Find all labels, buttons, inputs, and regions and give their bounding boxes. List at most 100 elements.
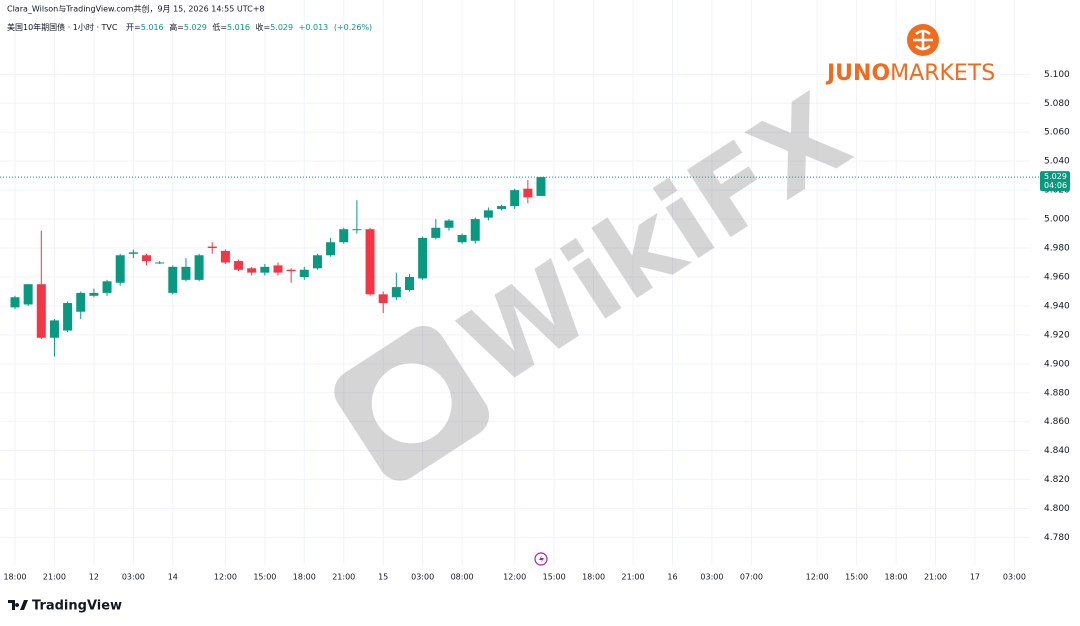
x-tick-label: 14: [168, 573, 178, 582]
x-tick-label: 15:00: [543, 573, 566, 582]
y-tick-label: 4.860: [1044, 417, 1070, 427]
candle-body: [497, 206, 507, 209]
candle-body: [63, 303, 73, 331]
y-tick-label: 4.840: [1044, 446, 1070, 456]
y-tick-label: 4.800: [1044, 504, 1070, 514]
candle-body: [142, 255, 151, 262]
x-tick-label: 03:00: [700, 573, 723, 582]
candle-body: [76, 292, 86, 312]
low-value: 5.016: [227, 23, 250, 32]
last-price-tag: [1040, 171, 1070, 192]
open-label: 开=: [126, 23, 141, 32]
x-tick-label: 08:00: [451, 573, 474, 582]
grid: [0, 0, 1030, 565]
y-tick-label: 5.060: [1044, 128, 1070, 138]
candle-body: [168, 266, 178, 293]
brand-logo: JUNOMARKETS: [825, 24, 995, 86]
candle-body: [405, 276, 414, 290]
x-tick-label: 21:00: [332, 573, 355, 582]
credit: Clara_Wilson与TradingView.com共创，9月 15, 20…: [7, 4, 265, 14]
close-value: 5.029: [270, 23, 293, 32]
x-tick-label: 03:00: [1003, 573, 1026, 582]
plot: [0, 176, 1040, 357]
ohlc-header: 美国10年期国债 · 1小时 · TVC 开=5.016 高=5.029 低=5…: [7, 22, 372, 32]
x-tick-label: 15:00: [845, 573, 868, 582]
brand-name: JUNOMARKETS: [825, 61, 995, 86]
x-tick-label: 21:00: [43, 573, 66, 582]
candle-body: [470, 219, 480, 241]
y-tick-label: 4.880: [1044, 388, 1070, 398]
candle-body: [128, 252, 138, 254]
symbol: 美国10年期国债 · 1小时 · TVC: [7, 22, 118, 32]
close-label: 收=: [256, 22, 271, 32]
last-price-label: 5.029: [1044, 172, 1067, 181]
candle-body: [155, 262, 165, 264]
candle-body: [286, 269, 296, 272]
candle-body: [391, 287, 401, 298]
y-tick-label: 4.960: [1044, 272, 1070, 282]
candle-body: [194, 255, 204, 280]
change-pct: (+0.26%): [334, 23, 372, 32]
x-tick-label: 21:00: [622, 573, 645, 582]
x-tick-label: 18:00: [885, 573, 908, 582]
x-tick-label: 18:00: [582, 573, 605, 582]
x-tick-label: 16: [667, 573, 677, 582]
change: +0.013: [299, 23, 329, 32]
x-tick-label: 17: [970, 573, 980, 582]
y-tick-label: 5.100: [1044, 70, 1070, 80]
event-icon[interactable]: [534, 552, 548, 566]
open-value: 5.016: [141, 23, 164, 32]
x-tick-label: 21:00: [924, 573, 947, 582]
y-tick-label: 4.900: [1044, 359, 1070, 369]
candle-body: [365, 229, 375, 295]
y-tick-label: 4.940: [1044, 301, 1070, 311]
footer-logo-text: TradingView: [32, 599, 122, 614]
high-label: 高=: [169, 22, 184, 32]
candle-body: [273, 265, 283, 273]
candle-body: [89, 292, 99, 296]
candle-body: [247, 268, 257, 273]
high-value: 5.029: [184, 23, 207, 32]
y-tick-label: 4.820: [1044, 475, 1070, 485]
candle-body: [339, 229, 349, 243]
candle-body: [510, 190, 520, 207]
candle-body: [312, 255, 322, 269]
candle-body: [299, 269, 309, 277]
event-icon-bolt: [539, 555, 544, 563]
candle-body: [444, 220, 454, 228]
x-tick-label: 12:00: [503, 573, 526, 582]
x-tick-label: 15: [378, 573, 388, 582]
candle-body: [536, 177, 546, 196]
candle-body: [220, 250, 230, 263]
candle-body: [115, 255, 125, 283]
y-tick-label: 5.000: [1044, 215, 1070, 225]
x-tick-label: 07:00: [740, 573, 763, 582]
candle-body: [326, 242, 336, 256]
x-tick-label: 03:00: [411, 573, 434, 582]
candle-body: [457, 235, 467, 243]
y-tick-label: 4.920: [1044, 330, 1070, 340]
x-tick-label: 18:00: [3, 573, 26, 582]
y-tick-label: 5.080: [1044, 99, 1070, 109]
candle-body: [49, 320, 59, 338]
x-tick-label: 12:00: [214, 573, 237, 582]
candle-body: [36, 284, 46, 338]
candle-body: [352, 229, 362, 231]
low-label: 低=: [212, 22, 227, 32]
x-tick-label: 12:00: [806, 573, 829, 582]
x-tick-label: 15:00: [253, 573, 276, 582]
y-tick-label: 5.040: [1044, 157, 1070, 167]
candle-body: [10, 297, 20, 308]
x-tick-label: 12: [89, 573, 99, 582]
candle-body: [23, 284, 33, 305]
x-tick-label: 18:00: [293, 573, 316, 582]
candle-body: [483, 210, 493, 218]
candle-body: [378, 294, 388, 304]
brand-second: MARKETS: [890, 61, 995, 86]
candle-body: [234, 261, 244, 270]
watermark-icon-inner: [371, 363, 452, 444]
candle-body: [102, 281, 112, 293]
candle-body: [207, 246, 217, 249]
y-tick-label: 4.980: [1044, 244, 1070, 254]
